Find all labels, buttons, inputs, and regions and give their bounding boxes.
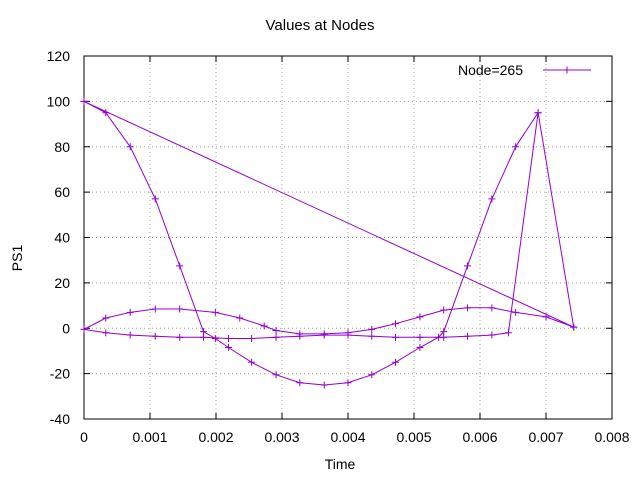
data-point <box>272 333 280 341</box>
data-point <box>344 331 352 339</box>
data-point <box>463 304 471 312</box>
y-tick-label: 80 <box>54 139 70 155</box>
x-tick-label: 0.001 <box>132 429 167 445</box>
data-point <box>392 358 400 366</box>
data-point <box>440 333 448 341</box>
data-point <box>126 308 134 316</box>
data-point <box>440 306 448 314</box>
data-point <box>368 332 376 340</box>
data-point <box>102 314 110 322</box>
data-point <box>488 331 496 339</box>
y-tick-label: -20 <box>50 366 70 382</box>
data-point <box>296 332 304 340</box>
data-point <box>512 143 520 151</box>
data-point <box>392 333 400 341</box>
data-point <box>416 344 424 352</box>
data-point <box>151 305 159 313</box>
data-point <box>344 379 352 387</box>
data-point <box>320 381 328 389</box>
data-point <box>534 109 542 117</box>
data-point <box>392 320 400 328</box>
y-tick-label: -40 <box>50 411 70 427</box>
x-tick-label: 0.006 <box>462 429 497 445</box>
data-point <box>542 313 550 321</box>
data-point <box>368 371 376 379</box>
data-point <box>102 109 110 117</box>
data-point <box>463 262 471 270</box>
x-tick-label: 0.003 <box>264 429 299 445</box>
data-point <box>225 334 233 342</box>
chart-title: Values at Nodes <box>265 17 375 34</box>
data-point <box>151 195 159 203</box>
data-point <box>199 333 207 341</box>
data-point <box>504 329 512 337</box>
data-point <box>570 323 578 331</box>
x-tick-label: 0.002 <box>198 429 233 445</box>
data-point <box>80 325 88 333</box>
x-tick-label: 0 <box>80 429 88 445</box>
data-point <box>126 331 134 339</box>
data-point <box>126 143 134 151</box>
x-tick-label: 0.005 <box>396 429 431 445</box>
x-tick-label: 0.007 <box>528 429 563 445</box>
x-tick-label: 0.008 <box>594 429 629 445</box>
data-point <box>211 308 219 316</box>
data-point <box>176 333 184 341</box>
data-point <box>272 371 280 379</box>
y-tick-label: 60 <box>54 184 70 200</box>
data-point <box>272 327 280 335</box>
data-point <box>211 334 219 342</box>
data-point <box>151 332 159 340</box>
y-tick-label: 0 <box>62 320 70 336</box>
data-point <box>416 313 424 321</box>
data-point <box>260 322 268 330</box>
x-axis-label: Time <box>324 456 356 472</box>
data-point <box>488 195 496 203</box>
data-point <box>416 333 424 341</box>
data-point <box>225 344 233 352</box>
data-point <box>368 325 376 333</box>
data-point <box>512 308 520 316</box>
data-point <box>488 304 496 312</box>
data-point <box>80 97 88 105</box>
data-point <box>236 314 244 322</box>
y-tick-label: 100 <box>47 93 71 109</box>
legend-marker <box>563 66 571 74</box>
data-point <box>248 358 256 366</box>
data-point <box>176 305 184 313</box>
data-point <box>176 262 184 270</box>
y-tick-label: 20 <box>54 275 70 291</box>
data-point <box>102 329 110 337</box>
x-tick-label: 0.004 <box>330 429 365 445</box>
data-point <box>296 379 304 387</box>
data-point <box>320 331 328 339</box>
data-point <box>463 332 471 340</box>
y-tick-label: 40 <box>54 230 70 246</box>
y-tick-label: 120 <box>47 48 71 64</box>
series-line <box>82 100 575 386</box>
legend-label: Node=265 <box>458 62 524 78</box>
data-point <box>248 334 256 342</box>
